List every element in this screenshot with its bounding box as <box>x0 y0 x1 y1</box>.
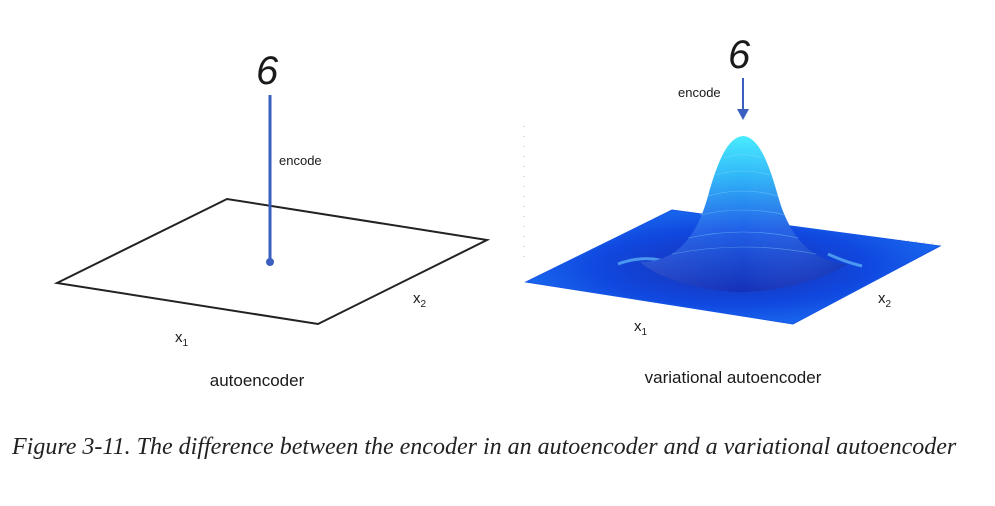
figure-caption: Figure 3-11. The difference between the … <box>12 434 957 460</box>
axis-x1-label: x1 <box>175 329 189 349</box>
latent-plane <box>53 197 491 326</box>
vae-title: variational autoencoder <box>645 368 822 387</box>
autoencoder-panel: 6 encode x1 x2 autoencoder <box>53 49 491 390</box>
axis-x2-label: x2 <box>413 290 427 310</box>
vae-panel: 6 encode x1 x2 variational autoencoder <box>523 33 942 387</box>
encoded-point <box>266 258 274 266</box>
encode-arrow-head <box>737 109 749 120</box>
axis-x2-label-vae: x2 <box>878 290 892 310</box>
surface-mesh <box>671 154 817 255</box>
autoencoder-title: autoencoder <box>210 371 305 390</box>
surface-edge-highlight <box>617 257 661 266</box>
encode-label: encode <box>279 153 322 168</box>
digit-six-input-vae: 6 <box>728 33 751 77</box>
axis-x1-label-vae: x1 <box>634 318 648 338</box>
digit-six-input: 6 <box>256 49 279 93</box>
gaussian-bump-shading <box>640 136 848 292</box>
surface-edge-highlight-right <box>827 252 863 268</box>
encode-label-vae: encode <box>678 85 721 100</box>
